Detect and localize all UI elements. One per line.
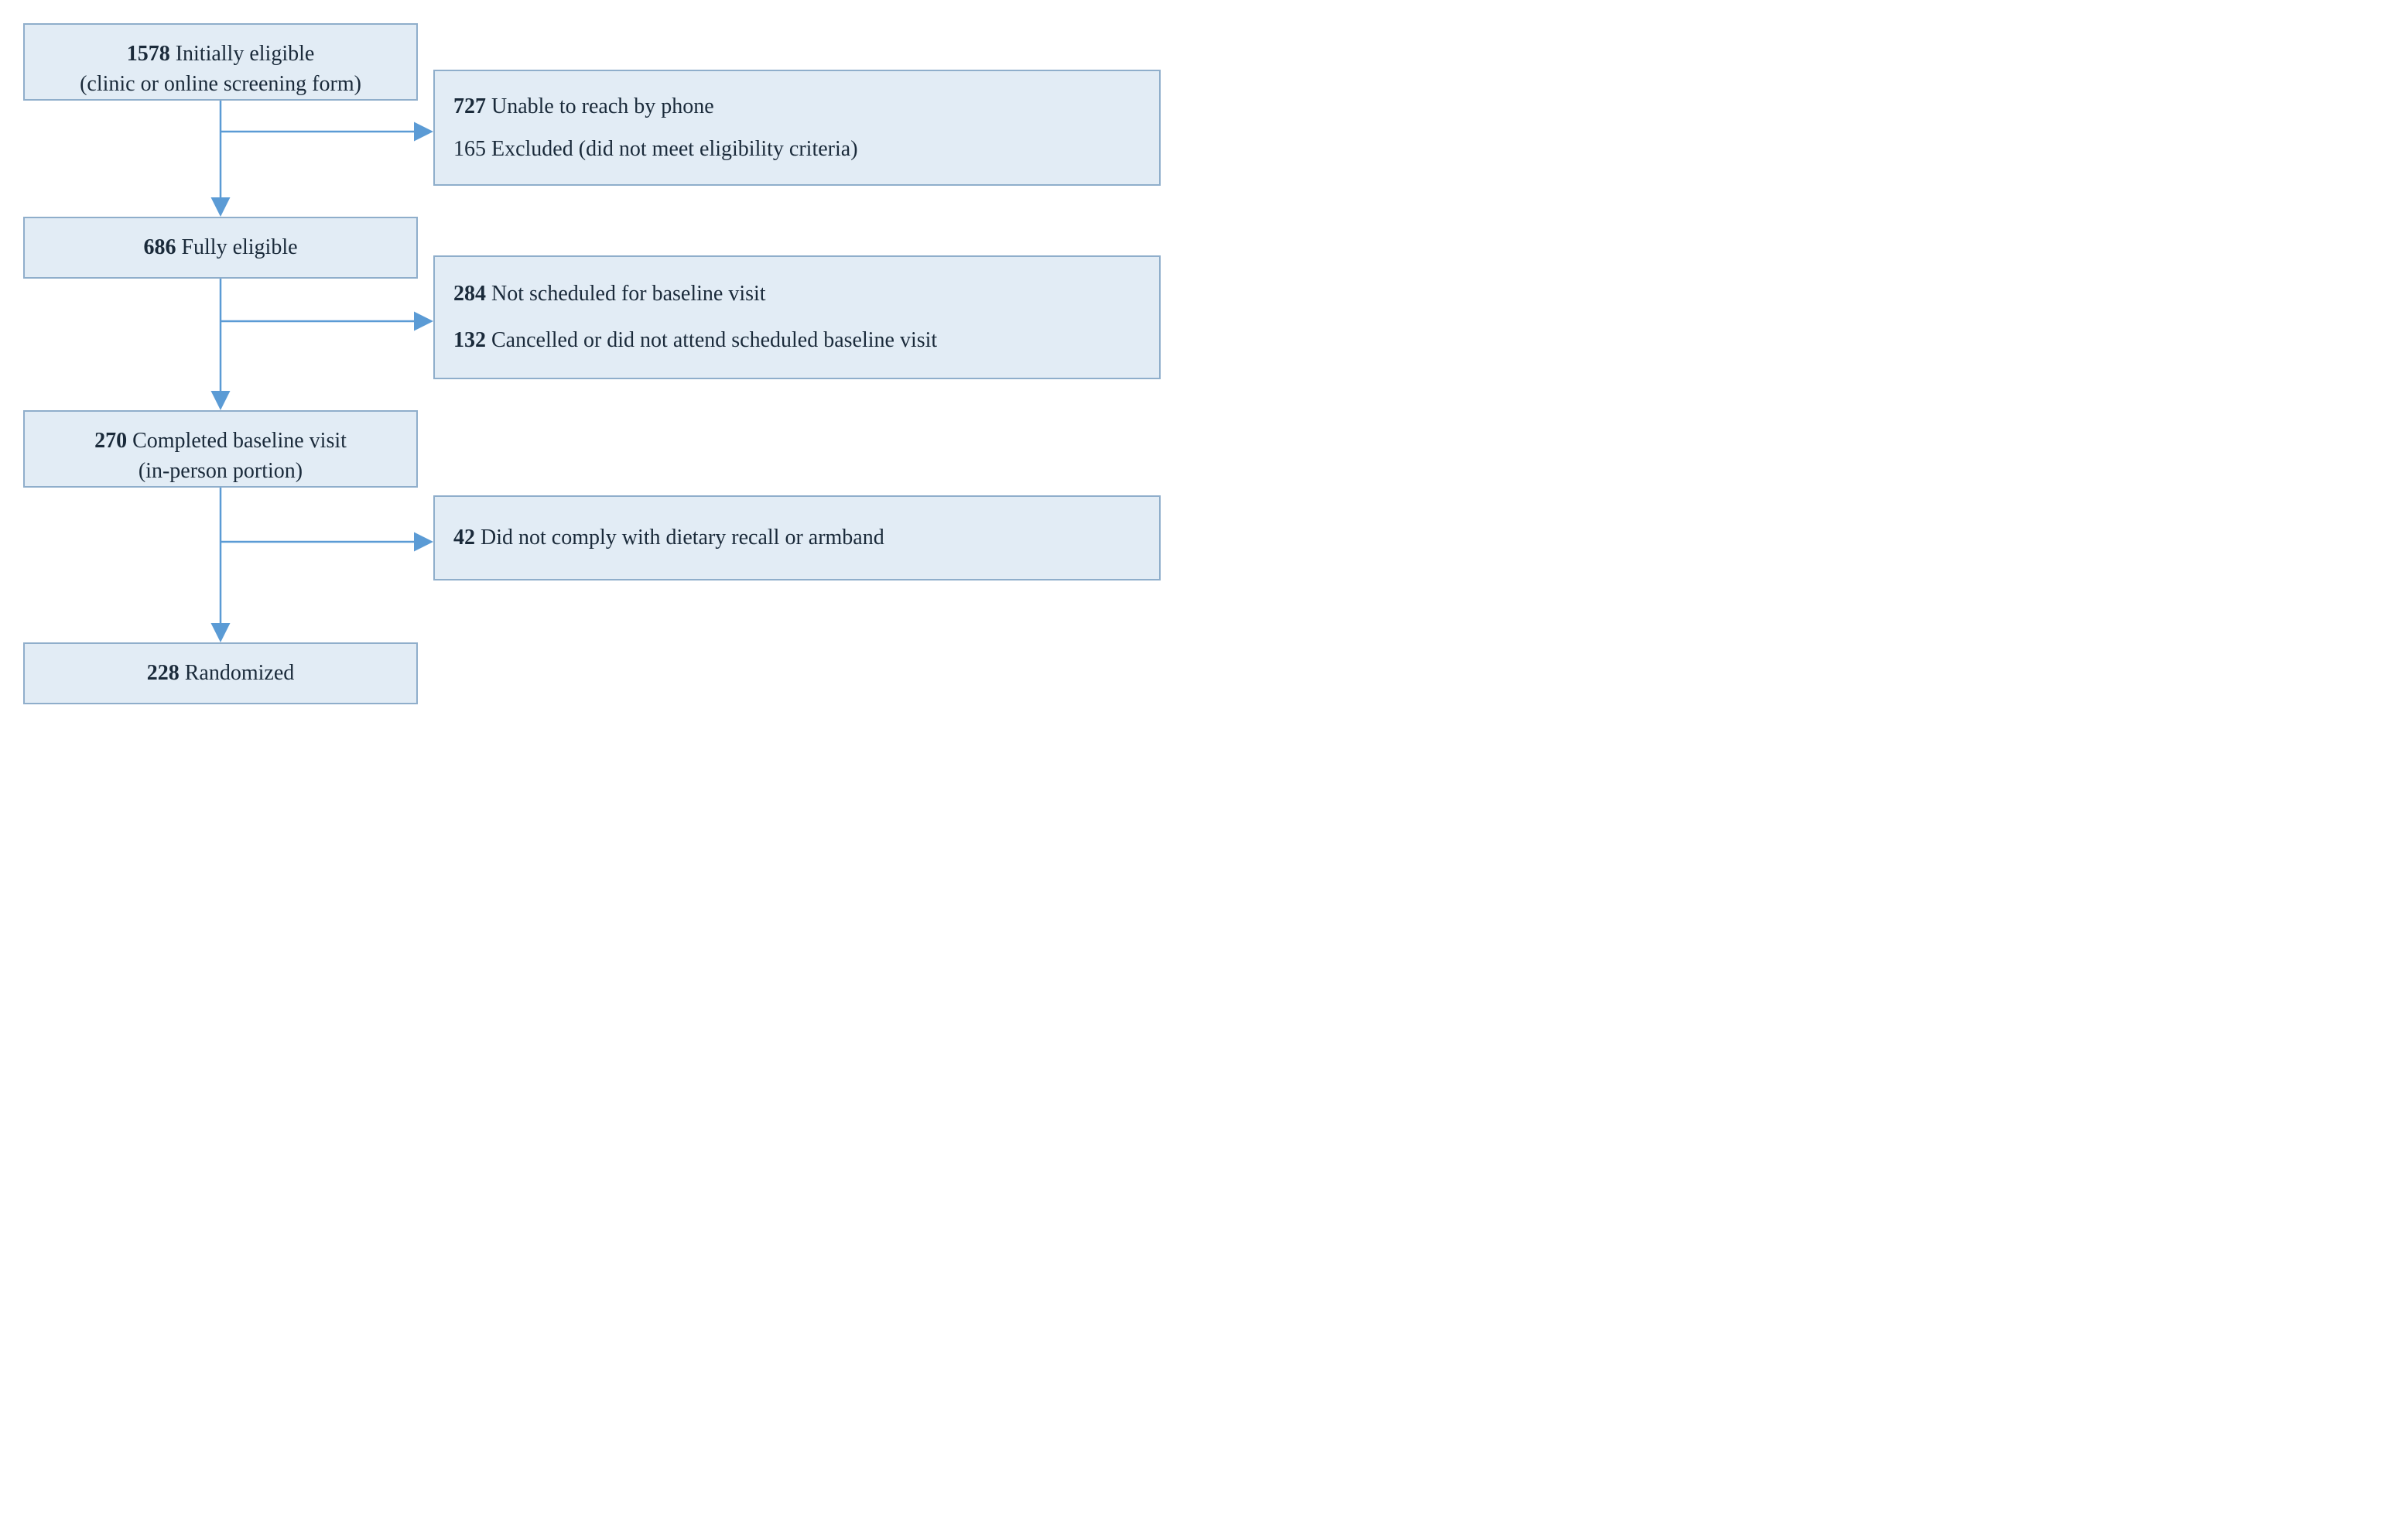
side-node-exclusion-1: 727 Unable to reach by phone 165 Exclude… bbox=[433, 70, 1161, 186]
node-text: Randomized bbox=[180, 661, 295, 685]
node-subtext: (clinic or online screening form) bbox=[43, 69, 398, 99]
side-num: 284 bbox=[453, 282, 486, 306]
side-num: 132 bbox=[453, 328, 486, 352]
side-num: 42 bbox=[453, 526, 475, 550]
node-completed-baseline: 270 Completed baseline visit (in-person … bbox=[23, 410, 418, 488]
node-num: 228 bbox=[147, 661, 180, 685]
node-text: Fully eligible bbox=[176, 235, 297, 259]
side-text: Unable to reach by phone bbox=[486, 94, 714, 118]
side-node-exclusion-3: 42 Did not comply with dietary recall or… bbox=[433, 495, 1161, 580]
node-text: Completed baseline visit bbox=[127, 429, 347, 453]
side-node-exclusion-2: 284 Not scheduled for baseline visit 132… bbox=[433, 255, 1161, 379]
node-num: 270 bbox=[94, 429, 127, 453]
node-subtext: (in-person portion) bbox=[43, 456, 398, 486]
node-num: 686 bbox=[143, 235, 176, 259]
side-num: 727 bbox=[453, 94, 486, 118]
side-text: Did not comply with dietary recall or ar… bbox=[475, 526, 884, 550]
flowchart-container: 1578 Initially eligible (clinic or onlin… bbox=[15, 15, 1176, 743]
side-text: Not scheduled for baseline visit bbox=[486, 282, 766, 306]
side-text: 165 Excluded (did not meet eligibility c… bbox=[453, 137, 858, 161]
node-text: Initially eligible bbox=[170, 42, 315, 66]
side-text: Cancelled or did not attend scheduled ba… bbox=[486, 328, 937, 352]
node-initially-eligible: 1578 Initially eligible (clinic or onlin… bbox=[23, 23, 418, 101]
node-randomized: 228 Randomized bbox=[23, 642, 418, 704]
node-fully-eligible: 686 Fully eligible bbox=[23, 217, 418, 279]
node-num: 1578 bbox=[127, 42, 170, 66]
